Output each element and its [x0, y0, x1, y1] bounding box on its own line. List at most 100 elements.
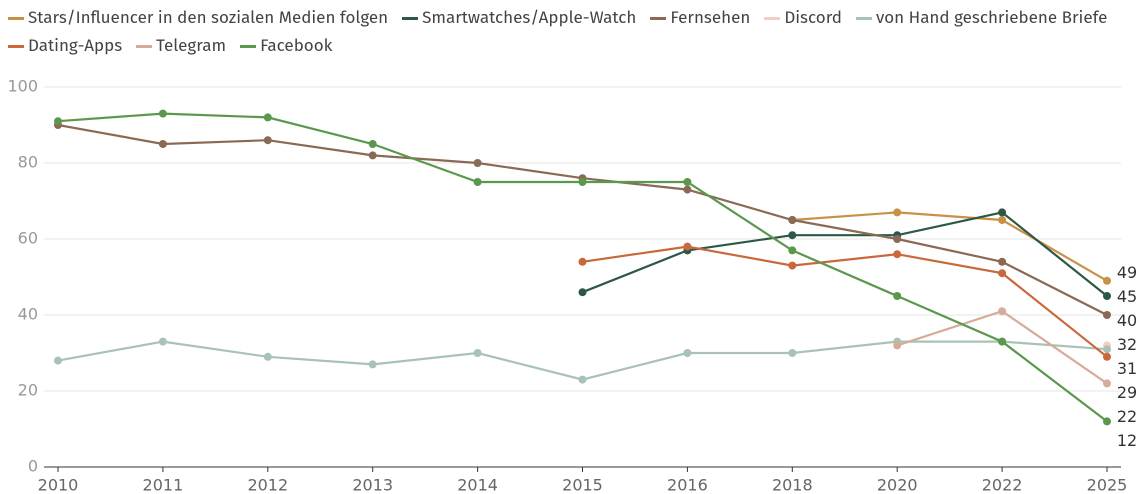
legend-swatch [136, 44, 153, 48]
data-point [54, 356, 62, 365]
series-line [57, 123, 1108, 316]
end-label: 40 [1117, 311, 1137, 330]
legend-swatch [8, 16, 24, 20]
data-point [998, 208, 1007, 217]
data-point [893, 341, 902, 350]
end-label: 45 [1117, 287, 1137, 306]
data-point [368, 360, 377, 369]
legend-item: Stars/Influencer in den sozialen Medien … [8, 6, 388, 30]
legend-item: Smartwatches/Apple-Watch [402, 6, 636, 30]
data-point [1103, 352, 1111, 361]
series-line [57, 340, 1108, 381]
data-point [998, 269, 1007, 278]
end-label: 29 [1117, 383, 1137, 402]
x-tick-label: 2016 [667, 476, 708, 494]
legend-label: Telegram [156, 35, 227, 56]
x-tick-label: 2015 [562, 476, 603, 494]
legend-label: Stars/Influencer in den sozialen Medien … [28, 7, 389, 28]
data-point [998, 216, 1007, 224]
data-point [1103, 311, 1111, 319]
end-label: 31 [1117, 359, 1137, 378]
x-tick-label: 2010 [38, 476, 79, 494]
data-point [788, 349, 797, 357]
y-tick-label: 40 [18, 305, 38, 324]
legend-item: Dating-Apps [8, 34, 122, 58]
y-tick-label: 100 [7, 77, 38, 96]
data-point [788, 261, 797, 270]
data-point [1103, 345, 1111, 354]
legend-item: Facebook [240, 34, 332, 58]
data-point [893, 235, 902, 243]
data-point [473, 178, 482, 186]
data-point [998, 257, 1007, 266]
data-point [578, 257, 587, 266]
end-label: 12 [1117, 431, 1137, 450]
end-label: 32 [1117, 335, 1137, 354]
data-point [1103, 292, 1111, 300]
series-line [582, 245, 1108, 358]
data-point [263, 352, 272, 361]
x-tick-label: 2011 [143, 476, 184, 494]
data-point [788, 216, 797, 224]
series-line [792, 211, 1108, 282]
series-line [582, 211, 1108, 297]
x-tick-label: 2025 [1087, 476, 1128, 494]
data-point [1103, 276, 1111, 285]
legend-label: Facebook [260, 35, 333, 56]
data-point [578, 375, 587, 384]
data-point [683, 178, 692, 186]
x-tick-label: 2020 [877, 476, 918, 494]
x-tick-label: 2018 [772, 476, 813, 494]
data-point [1103, 379, 1111, 388]
x-tick-label: 2012 [247, 476, 288, 494]
legend-label: Discord [784, 7, 842, 28]
data-point [893, 208, 902, 217]
data-point [158, 140, 167, 148]
data-point [788, 246, 797, 255]
data-point [1103, 417, 1111, 426]
data-point [368, 140, 377, 148]
legend-swatch [8, 44, 24, 48]
data-point [998, 337, 1007, 346]
end-label: 22 [1117, 407, 1137, 426]
data-point [368, 151, 377, 160]
x-tick-label: 2014 [457, 476, 498, 494]
legend-item: Telegram [136, 34, 226, 58]
legend: Stars/Influencer in den sozialen Medien … [8, 6, 1118, 58]
data-point [578, 288, 587, 297]
x-tick-label: 2013 [352, 476, 393, 494]
data-point [54, 117, 62, 126]
y-tick-label: 0 [28, 457, 38, 476]
legend-label: Fernsehen [670, 7, 751, 28]
legend-item: von Hand geschriebene Briefe [855, 6, 1108, 30]
series-line [57, 112, 1108, 423]
data-point [893, 292, 902, 300]
y-tick-label: 20 [18, 381, 38, 400]
y-tick-label: 80 [18, 153, 38, 172]
data-point [578, 178, 587, 186]
data-point [788, 231, 797, 240]
legend-label: Smartwatches/Apple-Watch [422, 7, 637, 28]
legend-label: von Hand geschriebene Briefe [875, 7, 1108, 28]
data-point [473, 349, 482, 357]
legend-item: Discord [764, 6, 842, 30]
end-label: 49 [1117, 263, 1137, 282]
data-point [158, 337, 167, 346]
data-point [158, 109, 167, 118]
data-point [473, 159, 482, 167]
legend-item: Fernsehen [650, 6, 750, 30]
legend-swatch [240, 44, 257, 48]
data-point [893, 250, 902, 259]
data-point [998, 307, 1007, 316]
legend-swatch [650, 16, 667, 20]
x-tick-label: 2022 [982, 476, 1023, 494]
data-point [263, 136, 272, 145]
legend-swatch [764, 16, 781, 20]
data-point [683, 242, 692, 251]
data-point [683, 349, 692, 357]
legend-label: Dating-Apps [28, 35, 123, 56]
data-point [263, 113, 272, 122]
legend-swatch [855, 16, 872, 20]
